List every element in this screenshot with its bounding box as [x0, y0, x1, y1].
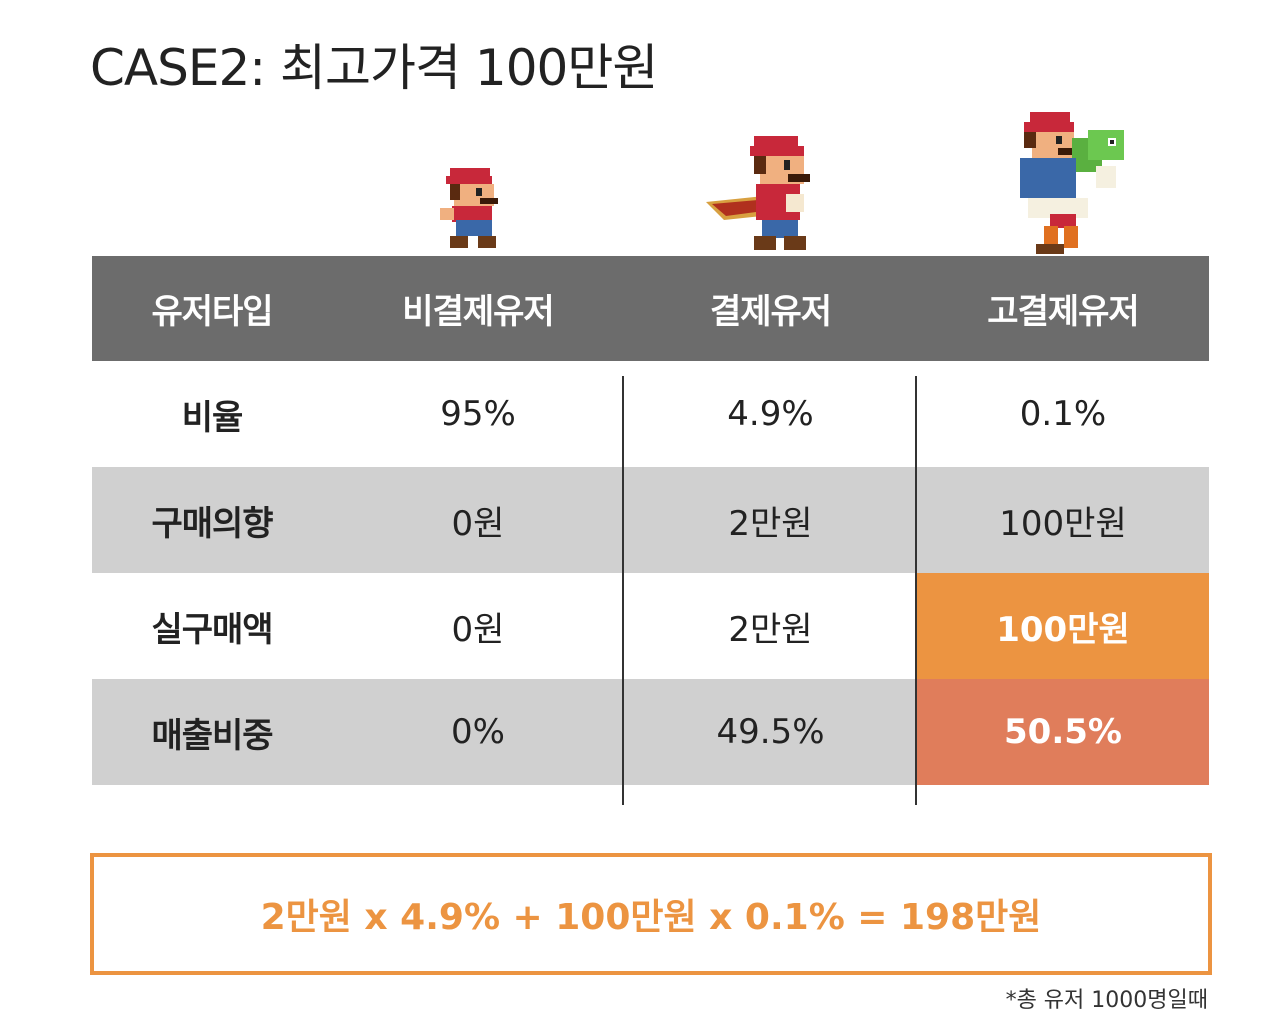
row-label: 비율 — [181, 397, 244, 438]
highlight-cell: 100만원 — [917, 573, 1209, 679]
table-row: 비율 95% 4.9% 0.1% — [92, 361, 1209, 467]
row-label: 실구매액 — [151, 609, 273, 650]
column-header: 결제유저 — [709, 292, 832, 332]
highlight-cell: 50.5% — [917, 679, 1209, 785]
mario-cape-icon — [706, 136, 810, 250]
row-label: 매출비중 — [151, 715, 273, 756]
mario-yoshi-icon — [1020, 112, 1124, 254]
table-cell: 0.1% — [1019, 394, 1107, 434]
table-cell: 2만원 — [728, 609, 813, 650]
table-row: 실구매액 0원 2만원 100만원 — [92, 573, 1209, 679]
table-cell: 100만원 — [999, 503, 1127, 544]
column-header: 비결제유저 — [402, 292, 554, 332]
table-header-row: 유저타입 비결제유저 결제유저 고결제유저 — [92, 256, 1209, 361]
mario-small-icon — [440, 168, 498, 248]
table-cell: 0% — [451, 712, 505, 752]
column-header: 유저타입 — [151, 292, 273, 332]
column-divider — [915, 376, 917, 805]
table-cell: 4.9% — [727, 394, 814, 434]
table-cell: 95% — [440, 394, 516, 434]
table-cell: 2만원 — [728, 503, 813, 544]
table-cell: 49.5% — [716, 712, 825, 752]
table-cell: 0원 — [451, 503, 505, 544]
column-header: 고결제유저 — [987, 292, 1139, 332]
row-label: 구매의향 — [151, 503, 273, 544]
footnote: *총 유저 1000명일때 — [1005, 988, 1208, 1013]
column-divider — [622, 376, 624, 805]
formula-box: 2만원 x 4.9% + 100만원 x 0.1% = 198만원 — [90, 853, 1212, 975]
formula-text: 2만원 x 4.9% + 100만원 x 0.1% = 198만원 — [260, 897, 1042, 938]
table-row: 구매의향 0원 2만원 100만원 — [92, 467, 1209, 573]
page-title: CASE2: 최고가격 100만원 — [90, 39, 658, 97]
table-cell: 0원 — [451, 609, 505, 650]
table-row: 매출비중 0% 49.5% 50.5% — [92, 679, 1209, 785]
pricing-table: 유저타입 비결제유저 결제유저 고결제유저 비율 95% 4.9% 0.1% 구… — [92, 256, 1209, 785]
